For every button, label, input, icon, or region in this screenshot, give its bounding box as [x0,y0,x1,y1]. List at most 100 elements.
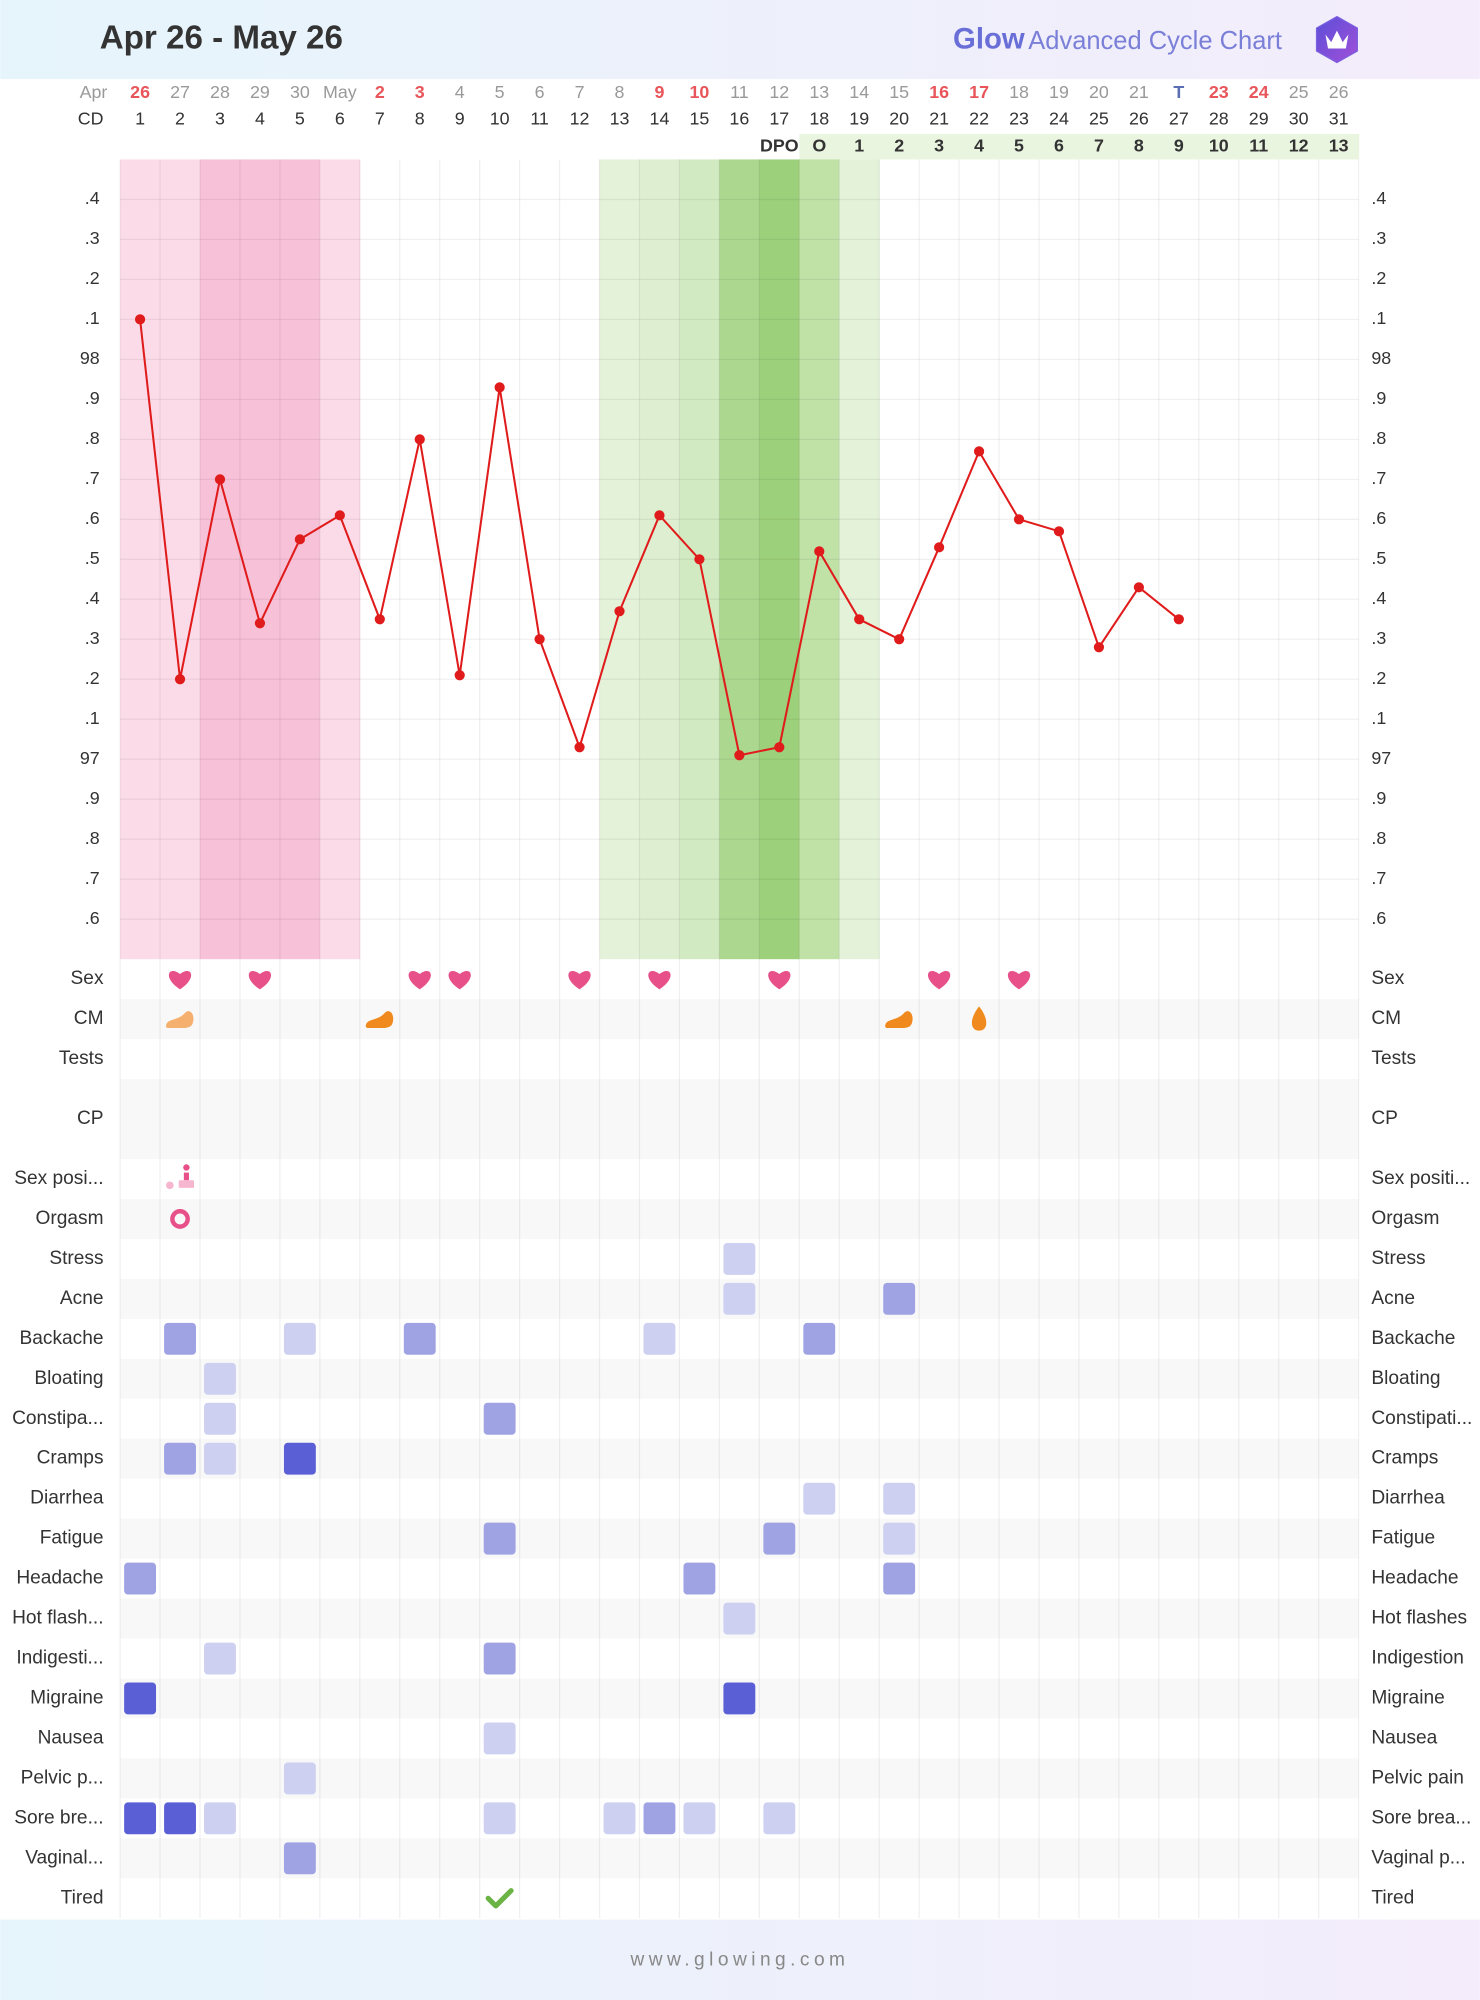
cycle-day: 2 [175,109,185,129]
date-label: May [323,82,357,102]
row-label-right: Indigestion [1371,1648,1464,1669]
y-tick-label-right: .3 [1371,628,1386,648]
symptom-cell [643,1322,676,1355]
date-label: 6 [535,82,545,102]
brand: Advanced Cycle Chart [1028,27,1282,55]
dpo-cell [1158,133,1200,160]
row-label-right: Fatigue [1371,1528,1435,1549]
dpo-cell [879,133,920,160]
date-label: 14 [849,82,869,102]
cycle-day: 6 [335,109,345,129]
sex-position-icon [165,1164,195,1190]
date-label: 9 [654,82,664,102]
icon-part [178,1180,195,1188]
temperature-point [814,546,825,557]
dpo-cell [919,133,960,160]
symptom-cell [283,1322,316,1355]
row-label-right: Headache [1371,1568,1458,1589]
date-label: 26 [1329,82,1349,102]
cycle-day: 20 [889,109,909,129]
row-label-right: Cramps [1371,1448,1438,1469]
temperature-point [654,510,665,521]
date-label: 16 [929,82,949,102]
y-tick-label: .8 [85,828,100,848]
temperature-point [334,510,345,521]
symptom-cell [883,1482,916,1515]
row-label: Bloating [34,1368,103,1389]
row-band [120,1438,1359,1479]
dpo-cell [1238,133,1280,160]
dpo-label: 11 [1249,135,1268,155]
y-tick-label-right: .3 [1371,228,1386,248]
date-label: 29 [250,82,270,102]
date-label: 5 [495,82,505,102]
dpo-label: 2 [894,135,904,155]
sex-heart [927,971,951,990]
dpo-label: 7 [1094,135,1104,155]
date-label: 3 [415,82,425,102]
y-tick-label-right: .4 [1371,188,1386,208]
header-bar [0,0,1480,80]
cycle-day: 26 [1129,109,1149,129]
row-label-right: Acne [1371,1288,1415,1309]
dpo-label: 9 [1174,135,1184,155]
row-band [120,1758,1359,1799]
cycle-day: 23 [1009,109,1029,129]
row-label-right: Sore brea... [1371,1807,1471,1828]
cycle-day: 25 [1089,109,1109,129]
row-label: Constipa... [12,1408,103,1429]
row-label: Stress [49,1248,103,1269]
row-label-right: Nausea [1371,1727,1437,1748]
row-label: Sex [71,968,104,989]
y-tick-label-right: .7 [1371,468,1386,488]
y-tick-label: .5 [85,548,100,568]
cycle-day: 24 [1049,109,1069,129]
temperature-point [614,606,625,617]
y-tick-label: .4 [85,588,100,608]
phase-band [839,159,880,960]
y-tick-label-right: .6 [1371,908,1386,928]
y-tick-label-right: 98 [1371,348,1391,368]
cycle-day: 5 [295,109,305,129]
date-label: 18 [1009,82,1029,102]
cycle-day: 14 [650,109,670,129]
cycle-day: 21 [929,109,949,129]
temperature-point [1173,614,1184,625]
symptom-cell [883,1522,916,1555]
y-tick-label-right: 97 [1371,748,1391,768]
symptom-cell [283,1762,316,1795]
dpo-cell [1318,133,1360,160]
date-label: 19 [1049,82,1069,102]
sex-heart [568,971,591,990]
y-tick-label-right: .6 [1371,508,1386,528]
title: Apr 26 - May 26 [100,19,343,56]
temperature-point [174,674,186,685]
dpo-cell [1078,133,1120,160]
row-label: Headache [16,1568,103,1589]
y-tick-label: .9 [85,388,100,408]
cycle-day: 19 [849,109,869,129]
y-tick-label-right: .8 [1371,828,1386,848]
temperature-point [294,534,305,545]
row-label: Tired [61,1887,104,1908]
temperature-point [534,634,545,645]
row-label: CM [74,1008,104,1029]
y-tick-label-right: .2 [1371,668,1386,688]
symptom-cell [683,1562,716,1595]
symptom-cell [803,1482,836,1515]
symptom-cell [403,1322,436,1355]
symptom-cell [483,1642,516,1675]
footer-url: www.glowing.com [630,1950,850,1971]
symptom-cell [723,1682,756,1715]
tired-check [485,1888,514,1909]
temperature-point [134,314,146,325]
dpo-label: 1 [854,135,864,155]
phase-band [200,159,241,960]
row-band [120,1518,1359,1559]
dpo-label: 3 [934,135,944,155]
sex-heart [248,971,272,990]
dpo-label: DPO [760,135,799,155]
orgasm-ring [170,1209,190,1229]
